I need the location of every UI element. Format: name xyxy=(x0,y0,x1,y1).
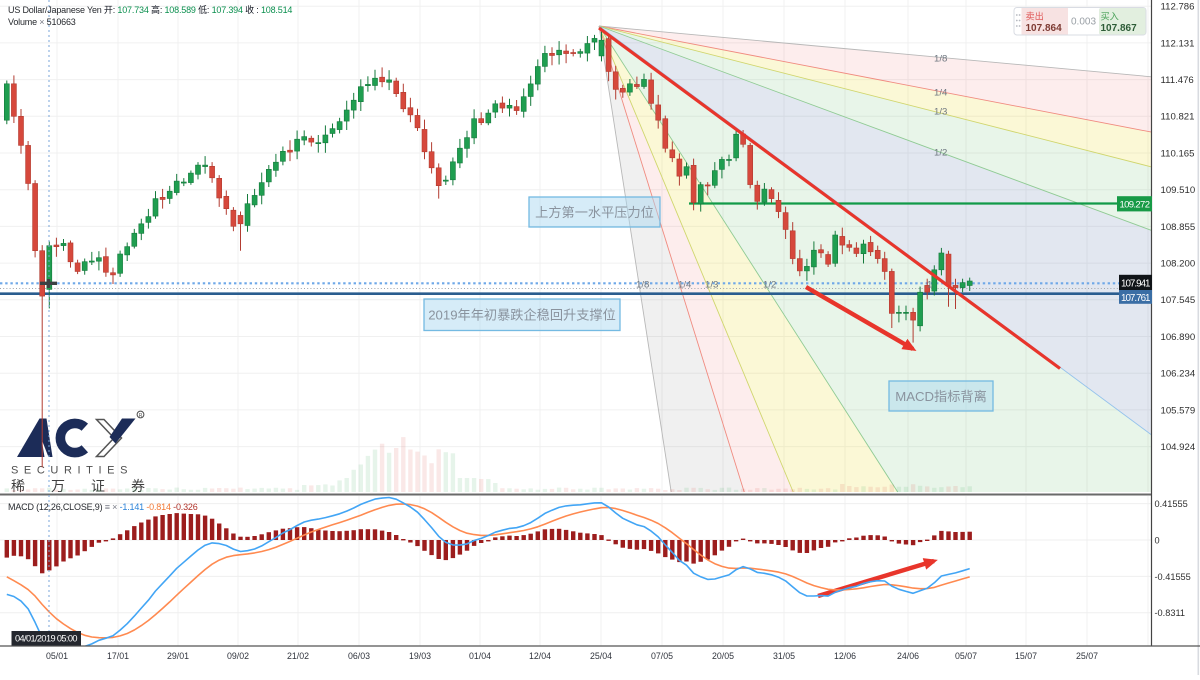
svg-text:109.272: 109.272 xyxy=(1120,200,1151,211)
svg-text:-0.8311: -0.8311 xyxy=(1155,608,1185,618)
svg-text:0.41555: 0.41555 xyxy=(1155,499,1188,509)
svg-text:US Dollar/Japanese Yen 开: 107: US Dollar/Japanese Yen 开: 107.734 高: 108… xyxy=(8,4,292,15)
svg-text:108.200: 108.200 xyxy=(1161,259,1196,270)
svg-text:MACD (12,26,CLOSE,9) ≡ × -1: MACD (12,26,CLOSE,9) ≡ × -1.141 -0.814 -… xyxy=(8,502,198,512)
svg-text:106.234: 106.234 xyxy=(1161,369,1196,380)
svg-text:110.821: 110.821 xyxy=(1161,112,1195,123)
svg-text:MACD指标背离: MACD指标背离 xyxy=(895,388,987,404)
svg-text:1/2: 1/2 xyxy=(763,280,776,291)
svg-text:09/02: 09/02 xyxy=(227,651,249,661)
svg-text:Volume × 510663: Volume × 510663 xyxy=(8,17,76,27)
svg-text:105.579: 105.579 xyxy=(1161,405,1196,416)
svg-text:107.761: 107.761 xyxy=(1121,293,1151,304)
svg-text:107.864: 107.864 xyxy=(1026,23,1063,34)
svg-text:1/3: 1/3 xyxy=(705,280,718,291)
svg-text:107.545: 107.545 xyxy=(1161,295,1196,306)
svg-text:1/3: 1/3 xyxy=(934,107,947,118)
svg-text:106.890: 106.890 xyxy=(1161,332,1196,343)
svg-text:04/01/2019 05:00: 04/01/2019 05:00 xyxy=(15,634,78,644)
svg-text:111.476: 111.476 xyxy=(1161,75,1194,86)
svg-text:2019年年初暴跌企稳回升支撑位: 2019年年初暴跌企稳回升支撑位 xyxy=(428,307,616,323)
svg-text:0: 0 xyxy=(1155,535,1160,545)
svg-text:12/06: 12/06 xyxy=(834,651,856,661)
svg-text:29/01: 29/01 xyxy=(167,651,189,661)
svg-text:21/02: 21/02 xyxy=(287,651,309,661)
svg-text:24/06: 24/06 xyxy=(897,651,919,661)
svg-text:109.510: 109.510 xyxy=(1161,185,1196,196)
svg-text:25/07: 25/07 xyxy=(1076,651,1098,661)
svg-text:1/8: 1/8 xyxy=(934,54,947,65)
svg-text:卖出: 卖出 xyxy=(1026,11,1044,22)
svg-text:17/01: 17/01 xyxy=(107,651,129,661)
svg-text:107.867: 107.867 xyxy=(1101,23,1138,34)
svg-text:1/2: 1/2 xyxy=(934,148,947,159)
svg-text:15/07: 15/07 xyxy=(1015,651,1037,661)
svg-text:112.131: 112.131 xyxy=(1161,38,1195,49)
svg-text:01/04: 01/04 xyxy=(469,651,491,661)
svg-text:1/4: 1/4 xyxy=(934,88,948,99)
svg-text:1/8: 1/8 xyxy=(636,280,649,291)
svg-text:25/04: 25/04 xyxy=(590,651,612,661)
svg-text:05/01: 05/01 xyxy=(46,651,68,661)
svg-text:R: R xyxy=(139,413,143,419)
svg-text:06/03: 06/03 xyxy=(348,651,370,661)
svg-text:-0.41555: -0.41555 xyxy=(1155,572,1191,582)
svg-text:110.165: 110.165 xyxy=(1161,148,1195,159)
svg-text:1/4: 1/4 xyxy=(678,280,692,291)
svg-text:SECURITIES: SECURITIES xyxy=(11,465,133,477)
svg-text:0.003: 0.003 xyxy=(1071,17,1096,28)
svg-text:112.786: 112.786 xyxy=(1161,2,1195,13)
svg-text:05/07: 05/07 xyxy=(955,651,977,661)
svg-text:上方第一水平压力位: 上方第一水平压力位 xyxy=(535,204,654,220)
svg-text:买入: 买入 xyxy=(1101,12,1119,22)
svg-text:1: 1 xyxy=(927,280,932,291)
svg-text:31/05: 31/05 xyxy=(773,651,795,661)
svg-text:12/04: 12/04 xyxy=(529,651,551,661)
svg-text:19/03: 19/03 xyxy=(409,651,431,661)
svg-text:107.941: 107.941 xyxy=(1121,279,1151,290)
svg-text:20/05: 20/05 xyxy=(712,651,734,661)
svg-text:07/05: 07/05 xyxy=(651,651,673,661)
svg-text:108.855: 108.855 xyxy=(1161,222,1196,233)
svg-text:104.924: 104.924 xyxy=(1161,442,1196,453)
